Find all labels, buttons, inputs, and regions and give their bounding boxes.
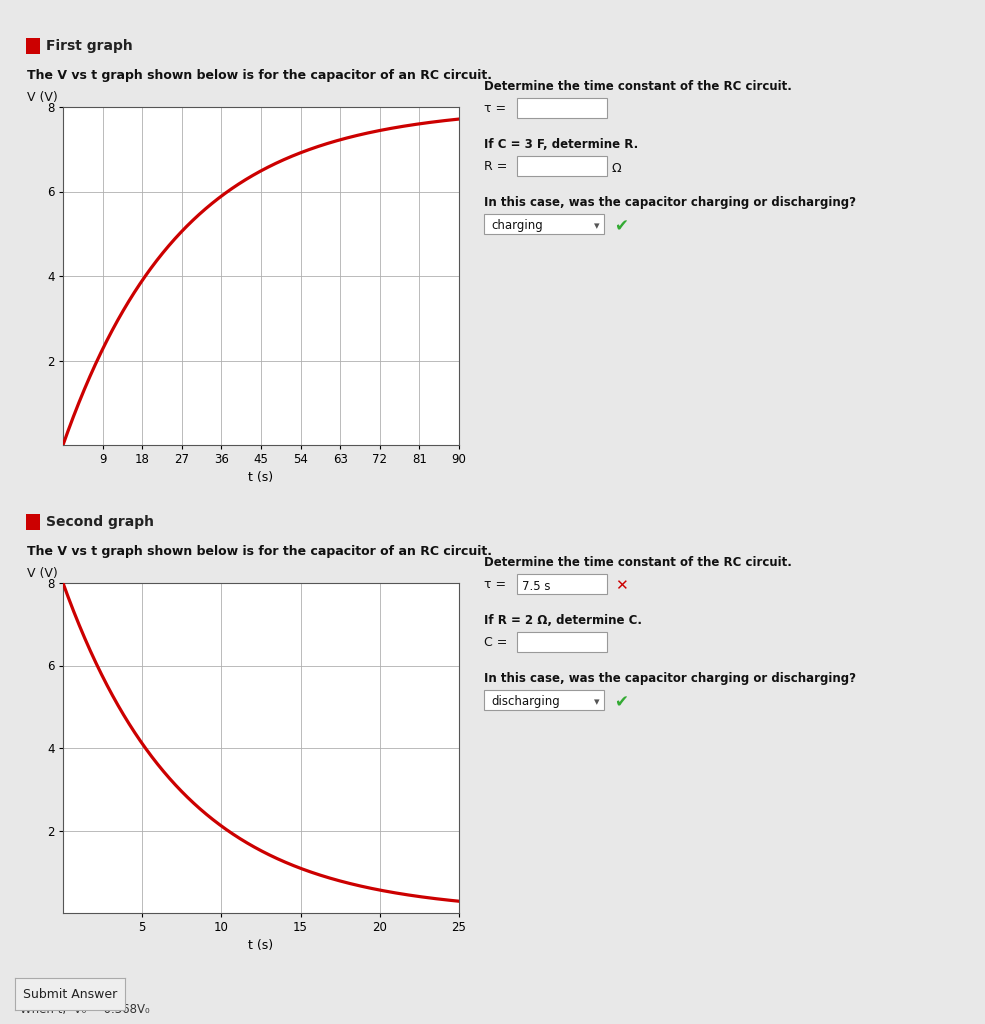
Text: discharging: discharging	[491, 695, 559, 709]
Text: C =: C =	[484, 636, 507, 649]
Text: V (V): V (V)	[27, 566, 58, 580]
Text: charging: charging	[491, 219, 543, 232]
Bar	[517, 632, 607, 652]
Text: The V vs t graph shown below is for the capacitor of an RC circuit.: The V vs t graph shown below is for the …	[27, 70, 492, 83]
X-axis label: t (s): t (s)	[248, 470, 274, 483]
Text: V (V): V (V)	[27, 90, 58, 103]
Text: Submit Answer: Submit Answer	[23, 987, 117, 1000]
X-axis label: t (s): t (s)	[248, 939, 274, 951]
Text: If C = 3 F, determine R.: If C = 3 F, determine R.	[484, 138, 638, 151]
Text: ▾: ▾	[594, 221, 600, 231]
Text: 7.5 s: 7.5 s	[522, 580, 551, 593]
Text: R =: R =	[484, 160, 507, 173]
Text: Ω: Ω	[612, 162, 622, 174]
Text: Determine the time constant of the RC circuit.: Determine the time constant of the RC ci…	[484, 80, 792, 93]
Text: ✔: ✔	[614, 217, 627, 234]
Text: When t,  V₀ = 0.368V₀: When t, V₀ = 0.368V₀	[20, 1002, 150, 1016]
Text: ✕: ✕	[615, 579, 627, 594]
Text: ▾: ▾	[594, 697, 600, 707]
Bar	[517, 98, 607, 118]
Text: The V vs t graph shown below is for the capacitor of an RC circuit.: The V vs t graph shown below is for the …	[27, 546, 492, 558]
Text: τ =: τ =	[484, 102, 506, 115]
Text: ✔: ✔	[614, 693, 627, 711]
Bar	[27, 38, 39, 54]
Text: If R = 2 Ω, determine C.: If R = 2 Ω, determine C.	[484, 614, 642, 627]
Text: Determine the time constant of the RC circuit.: Determine the time constant of the RC ci…	[484, 556, 792, 569]
Bar	[517, 156, 607, 176]
Bar	[484, 690, 604, 710]
Text: Second graph: Second graph	[45, 515, 154, 529]
Text: τ =: τ =	[484, 578, 506, 591]
Text: In this case, was the capacitor charging or discharging?: In this case, was the capacitor charging…	[484, 196, 856, 209]
Bar	[484, 214, 604, 234]
Bar	[27, 514, 39, 530]
Text: In this case, was the capacitor charging or discharging?: In this case, was the capacitor charging…	[484, 672, 856, 685]
Bar	[517, 574, 607, 594]
Text: First graph: First graph	[45, 39, 132, 53]
